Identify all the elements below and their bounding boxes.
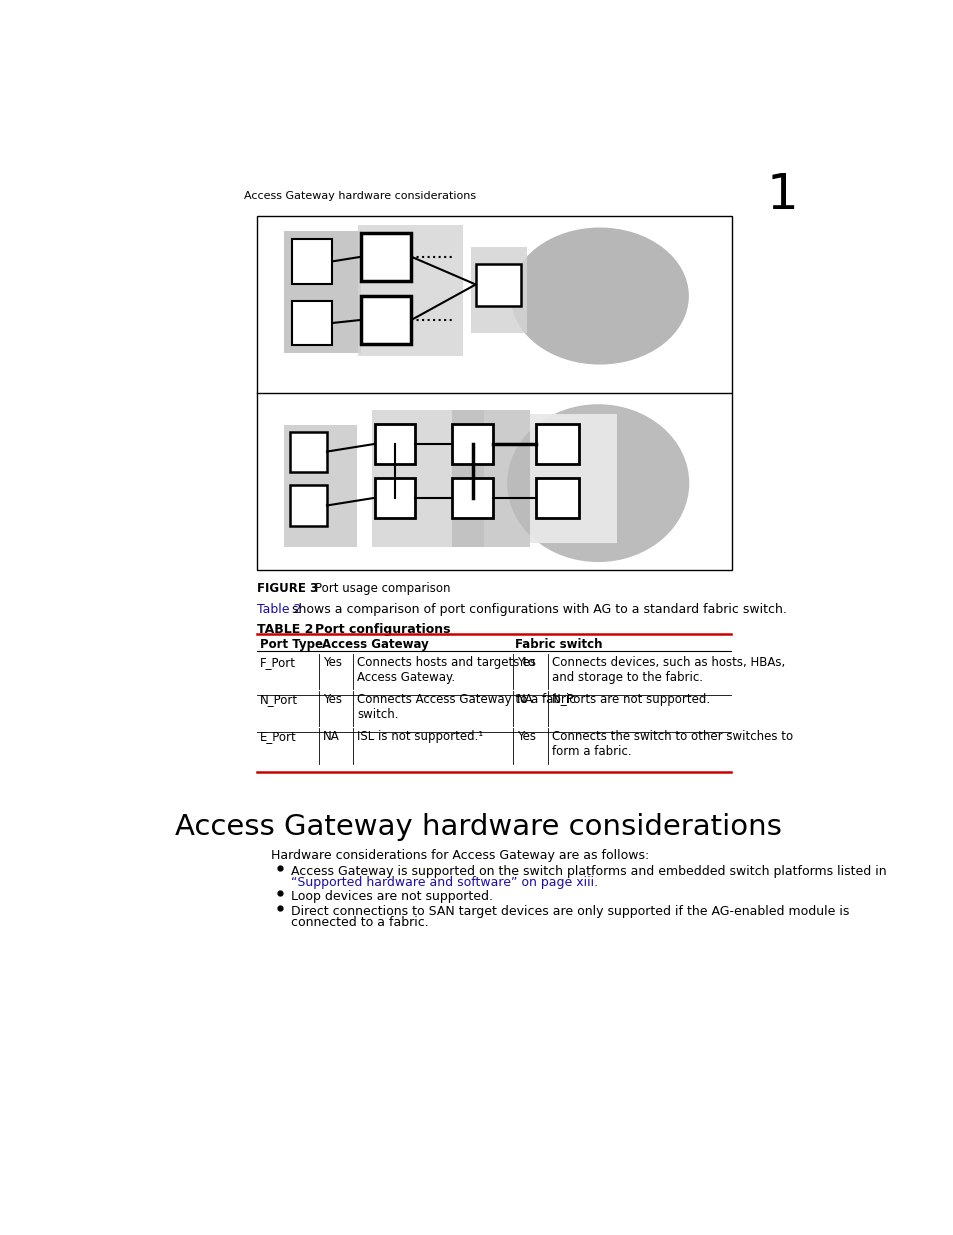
Bar <box>257 216 731 571</box>
Text: Connects the switch to other switches to
form a fabric.: Connects the switch to other switches to… <box>551 730 792 758</box>
Text: F_Port: F_Port <box>259 656 295 669</box>
Bar <box>375 424 415 464</box>
Text: Access Gateway is supported on the switch platforms and embedded switch platform: Access Gateway is supported on the switc… <box>291 864 885 878</box>
Text: Connects Access Gateway to a fabric
switch.: Connects Access Gateway to a fabric swit… <box>356 693 576 721</box>
Bar <box>471 247 526 333</box>
Text: N_Port: N_Port <box>259 693 297 706</box>
Text: connected to a fabric.: connected to a fabric. <box>291 916 428 929</box>
Text: Port configurations: Port configurations <box>314 622 450 636</box>
Text: Access Gateway hardware considerations: Access Gateway hardware considerations <box>174 814 781 841</box>
Bar <box>290 485 327 526</box>
Text: Connects hosts and targets to
Access Gateway.: Connects hosts and targets to Access Gat… <box>356 656 535 684</box>
Text: Direct connections to SAN target devices are only supported if the AG-enabled mo: Direct connections to SAN target devices… <box>291 905 848 918</box>
Bar <box>357 225 462 356</box>
Bar <box>375 478 415 517</box>
Text: Hardware considerations for Access Gateway are as follows:: Hardware considerations for Access Gatew… <box>271 848 649 862</box>
Bar <box>452 424 493 464</box>
Text: Table 2: Table 2 <box>257 603 301 615</box>
Bar <box>536 478 578 517</box>
Text: N_Ports are not supported.: N_Ports are not supported. <box>551 693 709 706</box>
Text: TABLE 2: TABLE 2 <box>257 622 314 636</box>
Bar <box>283 425 356 547</box>
Text: FIGURE 3: FIGURE 3 <box>257 583 318 595</box>
Text: Access Gateway hardware considerations: Access Gateway hardware considerations <box>243 190 476 200</box>
Text: Yes: Yes <box>517 656 536 669</box>
Text: Yes: Yes <box>517 730 536 743</box>
Text: Loop devices are not supported.: Loop devices are not supported. <box>291 889 492 903</box>
Bar <box>292 300 332 346</box>
Bar <box>452 410 530 547</box>
Bar <box>283 231 360 353</box>
Text: Connects devices, such as hosts, HBAs,
and storage to the fabric.: Connects devices, such as hosts, HBAs, a… <box>551 656 784 684</box>
Text: 1: 1 <box>765 172 798 220</box>
Ellipse shape <box>510 227 688 364</box>
Text: NA: NA <box>517 693 533 706</box>
Bar <box>360 233 411 280</box>
Bar <box>360 296 411 343</box>
Text: NA: NA <box>323 730 339 743</box>
Text: ISL is not supported.¹: ISL is not supported.¹ <box>356 730 483 743</box>
Text: Port Type: Port Type <box>259 638 322 651</box>
Bar <box>372 410 484 547</box>
Bar <box>536 424 578 464</box>
Bar <box>530 414 617 543</box>
Text: shows a comparison of port configurations with AG to a standard fabric switch.: shows a comparison of port configuration… <box>288 603 786 615</box>
Bar <box>476 264 520 306</box>
Ellipse shape <box>507 404 688 562</box>
Text: Fabric switch: Fabric switch <box>515 638 602 651</box>
Bar <box>290 431 327 472</box>
Text: Access Gateway: Access Gateway <box>321 638 428 651</box>
Text: Port usage comparison: Port usage comparison <box>314 583 450 595</box>
Bar <box>452 478 493 517</box>
Text: Yes: Yes <box>323 693 342 706</box>
Text: E_Port: E_Port <box>259 730 296 743</box>
Text: Yes: Yes <box>323 656 342 669</box>
Bar <box>292 240 332 284</box>
Text: “Supported hardware and software” on page xiii.: “Supported hardware and software” on pag… <box>291 876 597 889</box>
